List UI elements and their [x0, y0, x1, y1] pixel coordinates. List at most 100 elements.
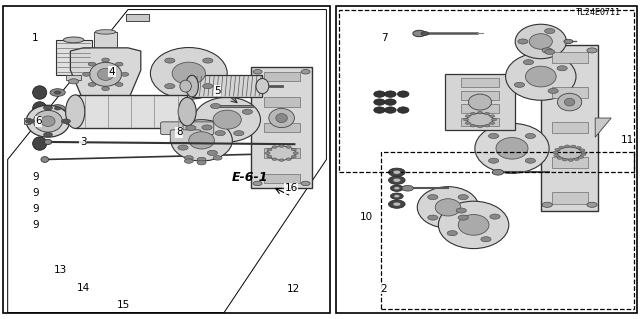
- Bar: [552, 122, 588, 133]
- Circle shape: [279, 159, 284, 161]
- Ellipse shape: [564, 98, 575, 106]
- Circle shape: [184, 159, 193, 163]
- Bar: [252, 67, 312, 188]
- Ellipse shape: [374, 107, 385, 113]
- Circle shape: [557, 157, 562, 160]
- Circle shape: [203, 58, 213, 63]
- Circle shape: [164, 58, 175, 63]
- Ellipse shape: [256, 78, 269, 94]
- Circle shape: [587, 48, 597, 53]
- Ellipse shape: [525, 66, 556, 87]
- Ellipse shape: [194, 97, 260, 142]
- Circle shape: [525, 133, 536, 138]
- Ellipse shape: [435, 199, 461, 216]
- FancyBboxPatch shape: [170, 130, 201, 143]
- Bar: [192, 75, 262, 97]
- Circle shape: [102, 87, 109, 91]
- Ellipse shape: [475, 123, 549, 173]
- Ellipse shape: [171, 120, 232, 161]
- Circle shape: [54, 123, 61, 126]
- Circle shape: [253, 181, 262, 186]
- Circle shape: [50, 89, 65, 96]
- Circle shape: [490, 115, 495, 117]
- Circle shape: [581, 152, 586, 154]
- Circle shape: [515, 82, 525, 87]
- Circle shape: [293, 152, 298, 154]
- Bar: [461, 104, 499, 113]
- Bar: [211, 105, 253, 107]
- Text: 9: 9: [32, 204, 38, 214]
- Circle shape: [121, 72, 129, 76]
- Circle shape: [456, 208, 467, 213]
- FancyBboxPatch shape: [161, 122, 191, 135]
- Ellipse shape: [506, 53, 576, 100]
- Circle shape: [465, 115, 470, 117]
- Ellipse shape: [213, 110, 241, 129]
- Bar: [552, 157, 588, 168]
- Circle shape: [184, 156, 193, 160]
- Text: 12: 12: [287, 284, 300, 294]
- Ellipse shape: [557, 147, 582, 159]
- Ellipse shape: [98, 68, 114, 80]
- Text: 2: 2: [381, 284, 387, 294]
- Circle shape: [553, 151, 558, 154]
- Circle shape: [484, 112, 490, 115]
- Ellipse shape: [178, 97, 196, 126]
- Circle shape: [388, 176, 405, 184]
- Circle shape: [215, 130, 225, 136]
- Circle shape: [115, 62, 123, 66]
- Ellipse shape: [417, 187, 479, 228]
- Bar: [381, 152, 634, 309]
- Bar: [339, 10, 634, 172]
- Circle shape: [545, 49, 555, 55]
- Ellipse shape: [41, 157, 49, 162]
- Text: 5: 5: [214, 86, 221, 96]
- Circle shape: [477, 125, 483, 128]
- Circle shape: [458, 195, 468, 200]
- Ellipse shape: [385, 91, 396, 97]
- Circle shape: [488, 158, 499, 163]
- Circle shape: [545, 28, 555, 33]
- Circle shape: [279, 145, 284, 147]
- Ellipse shape: [269, 108, 294, 128]
- Text: TL24E0711: TL24E0711: [576, 8, 621, 17]
- Circle shape: [211, 103, 221, 108]
- Text: 10: 10: [360, 212, 372, 222]
- Ellipse shape: [397, 91, 409, 97]
- Circle shape: [394, 187, 400, 189]
- Circle shape: [548, 88, 558, 93]
- Text: E-6-1: E-6-1: [231, 171, 268, 183]
- Circle shape: [203, 84, 213, 89]
- Bar: [24, 118, 30, 124]
- Circle shape: [571, 145, 576, 148]
- Ellipse shape: [186, 75, 198, 97]
- Circle shape: [186, 125, 196, 130]
- Circle shape: [458, 215, 468, 220]
- Circle shape: [115, 83, 123, 86]
- Ellipse shape: [65, 95, 84, 129]
- Ellipse shape: [34, 110, 63, 132]
- Circle shape: [54, 91, 61, 94]
- Circle shape: [518, 39, 528, 44]
- Circle shape: [83, 72, 90, 76]
- Circle shape: [555, 148, 560, 151]
- Circle shape: [286, 146, 291, 148]
- Circle shape: [542, 48, 552, 53]
- Bar: [126, 14, 149, 21]
- Circle shape: [393, 202, 401, 206]
- Circle shape: [574, 158, 579, 160]
- Ellipse shape: [458, 215, 489, 235]
- Ellipse shape: [515, 24, 566, 59]
- Bar: [461, 91, 499, 100]
- Bar: [541, 45, 598, 211]
- Text: 4: 4: [109, 67, 115, 77]
- Bar: [76, 95, 187, 128]
- Text: 14: 14: [77, 283, 90, 293]
- Circle shape: [102, 58, 109, 62]
- Ellipse shape: [180, 80, 191, 92]
- Text: 9: 9: [32, 220, 38, 230]
- Circle shape: [197, 160, 206, 165]
- Ellipse shape: [385, 107, 396, 113]
- Text: 7: 7: [381, 33, 387, 43]
- Bar: [264, 72, 300, 81]
